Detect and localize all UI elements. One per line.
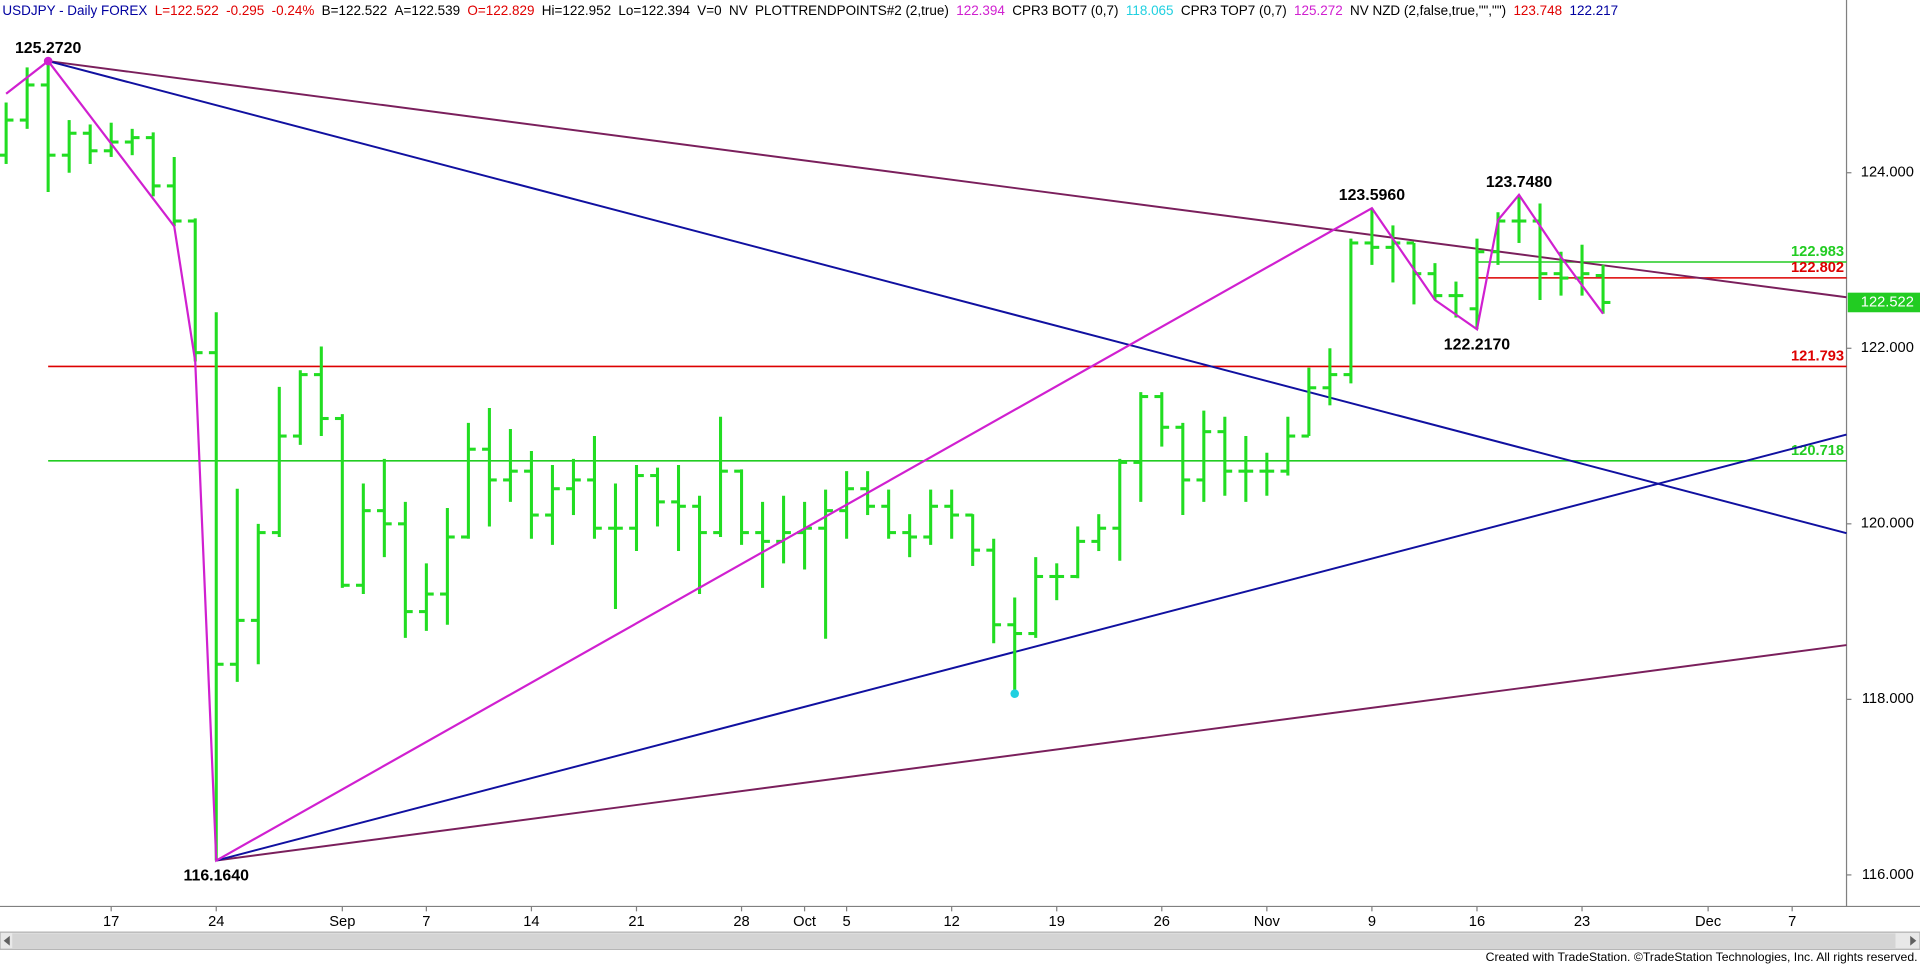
header-item: 123.748 bbox=[1513, 3, 1562, 18]
last-price-box bbox=[1847, 292, 1920, 313]
trendline bbox=[216, 644, 1847, 862]
x-tick-label: 14 bbox=[523, 914, 539, 930]
x-tick-label: 7 bbox=[422, 914, 430, 930]
pivot-label: 116.1640 bbox=[184, 868, 250, 885]
header-item: -0.24% bbox=[272, 3, 315, 18]
x-tick-label: 23 bbox=[1574, 914, 1590, 930]
footer: Created with TradeStation. ©TradeStation… bbox=[1486, 950, 1918, 964]
level-label: 120.718 bbox=[1791, 443, 1844, 459]
x-tick-label: 7 bbox=[1788, 914, 1796, 930]
header-item: -0.295 bbox=[226, 3, 264, 18]
x-tick-label: Oct bbox=[793, 914, 816, 930]
header-item: NV bbox=[729, 3, 748, 18]
x-tick-label: 24 bbox=[208, 914, 224, 930]
marker-dot bbox=[1010, 689, 1019, 698]
y-tick-label: 120.000 bbox=[1861, 516, 1914, 532]
header-item: O=122.829 bbox=[467, 3, 534, 18]
header-item: 118.065 bbox=[1126, 3, 1174, 18]
header-item: CPR3 BOT7 (0,7) bbox=[1012, 3, 1118, 18]
y-tick-label: 118.000 bbox=[1862, 691, 1914, 707]
trendline bbox=[48, 60, 1847, 299]
header-item: PLOTTRENDPOINTS#2 (2,true) bbox=[755, 3, 949, 18]
header: USDJPY - Daily FOREX L=122.522 -0.295 -0.24… bbox=[2, 3, 1618, 18]
pivot-label: 125.2720 bbox=[15, 40, 81, 57]
header-item: USDJPY - Daily FOREX bbox=[2, 3, 147, 18]
x-tick-label: 19 bbox=[1049, 914, 1065, 930]
header-item: NV NZD (2,false,true,"","") bbox=[1350, 3, 1506, 18]
scroll-left[interactable] bbox=[3, 935, 10, 946]
header-item: 125.272 bbox=[1294, 3, 1343, 18]
zigzag-line bbox=[5, 59, 1604, 863]
x-tick-label: 5 bbox=[843, 914, 851, 930]
x-tick-label: 21 bbox=[628, 914, 644, 930]
header-item: A=122.539 bbox=[395, 3, 461, 18]
pivot-label: 122.2170 bbox=[1444, 336, 1510, 353]
marker-dot bbox=[43, 56, 53, 66]
level-label: 122.802 bbox=[1791, 260, 1844, 276]
x-tick-label: 17 bbox=[103, 914, 119, 930]
header-item: B=122.522 bbox=[322, 3, 388, 18]
last-price-label: 122.522 bbox=[1861, 294, 1914, 310]
header-item: V=0 bbox=[697, 3, 721, 18]
header-item: 122.217 bbox=[1569, 3, 1618, 18]
x-tick-label: 16 bbox=[1469, 914, 1485, 930]
level-label: 122.983 bbox=[1791, 244, 1844, 260]
trendline bbox=[215, 433, 1847, 862]
scroll-right[interactable] bbox=[1910, 935, 1917, 946]
y-tick-label: 124.000 bbox=[1861, 165, 1914, 181]
header-item: 122.394 bbox=[956, 3, 1005, 18]
header-item: CPR3 TOP7 (0,7) bbox=[1181, 3, 1287, 18]
header-item: Hi=122.952 bbox=[542, 3, 611, 18]
x-tick-label: Dec bbox=[1695, 914, 1721, 930]
x-tick-label: 9 bbox=[1368, 914, 1376, 930]
y-tick-label: 116.000 bbox=[1862, 867, 1914, 883]
x-tick-label: 28 bbox=[733, 914, 749, 930]
y-tick-label: 122.000 bbox=[1861, 340, 1914, 356]
scrollbar-thumb[interactable] bbox=[12, 933, 1896, 949]
x-tick-label: 12 bbox=[944, 914, 960, 930]
trendline bbox=[47, 60, 1847, 535]
header-item: L=122.522 bbox=[155, 3, 219, 18]
x-tick-label: Sep bbox=[329, 914, 355, 930]
x-tick-label: 26 bbox=[1154, 914, 1170, 930]
level-label: 121.793 bbox=[1791, 349, 1844, 365]
pivot-label: 123.5960 bbox=[1339, 187, 1405, 204]
pivot-label: 123.7480 bbox=[1486, 174, 1552, 191]
x-tick-label: Nov bbox=[1254, 914, 1281, 930]
header-item: Lo=122.394 bbox=[618, 3, 690, 18]
